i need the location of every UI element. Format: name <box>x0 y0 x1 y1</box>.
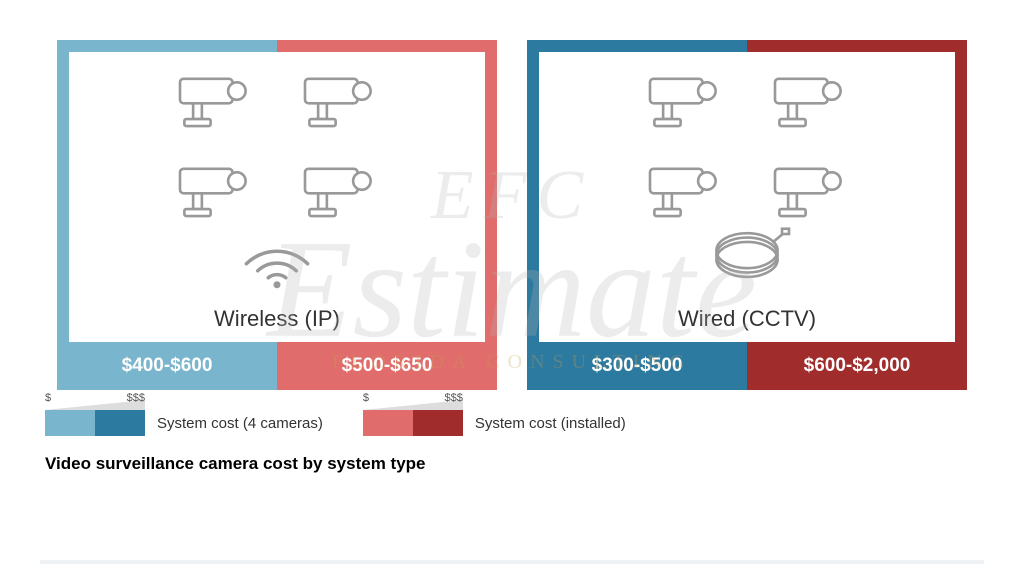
legend-text: System cost (installed) <box>475 415 626 432</box>
camera-icon <box>170 70 260 140</box>
legend-swatch <box>45 410 95 436</box>
panel-wireless-right-price: $500-$650 <box>277 342 497 390</box>
infographic-title: Video surveillance camera cost by system… <box>40 454 984 474</box>
legend: $ $$$ System cost (4 cameras) $ $$$ <box>40 410 984 436</box>
panel-wired: $300-$500 $600-$2,000 Wired (CCTV) <box>527 40 967 390</box>
legend-swatch <box>363 410 413 436</box>
panel-wired-right-price: $600-$2,000 <box>747 342 967 390</box>
panel-wireless-cameras <box>157 65 397 235</box>
cable-coil-icon <box>702 220 792 290</box>
panels-row: $400-$600 $500-$650 Wireless (IP) <box>40 40 984 390</box>
legend-text: System cost (4 cameras) <box>157 415 323 432</box>
panel-wired-left-price: $300-$500 <box>527 342 747 390</box>
wifi-icon <box>232 220 322 290</box>
panel-wired-label: Wired (CCTV) <box>527 306 967 332</box>
camera-icon <box>765 70 855 140</box>
panel-wireless: $400-$600 $500-$650 Wireless (IP) <box>57 40 497 390</box>
camera-icon <box>640 70 730 140</box>
panel-wired-cameras <box>627 65 867 235</box>
legend-low-label: $ <box>45 392 51 404</box>
legend-item-system-cost: $ $$$ System cost (4 cameras) <box>45 410 323 436</box>
panel-wireless-label: Wireless (IP) <box>57 306 497 332</box>
legend-high-label: $$$ <box>445 392 463 404</box>
panel-wireless-left-price: $400-$600 <box>57 342 277 390</box>
bottom-rule <box>40 560 984 564</box>
legend-item-installed-cost: $ $$$ System cost (installed) <box>363 410 626 436</box>
legend-swatch <box>95 410 145 436</box>
legend-low-label: $ <box>363 392 369 404</box>
legend-high-label: $$$ <box>127 392 145 404</box>
legend-swatch <box>413 410 463 436</box>
camera-icon <box>295 70 385 140</box>
